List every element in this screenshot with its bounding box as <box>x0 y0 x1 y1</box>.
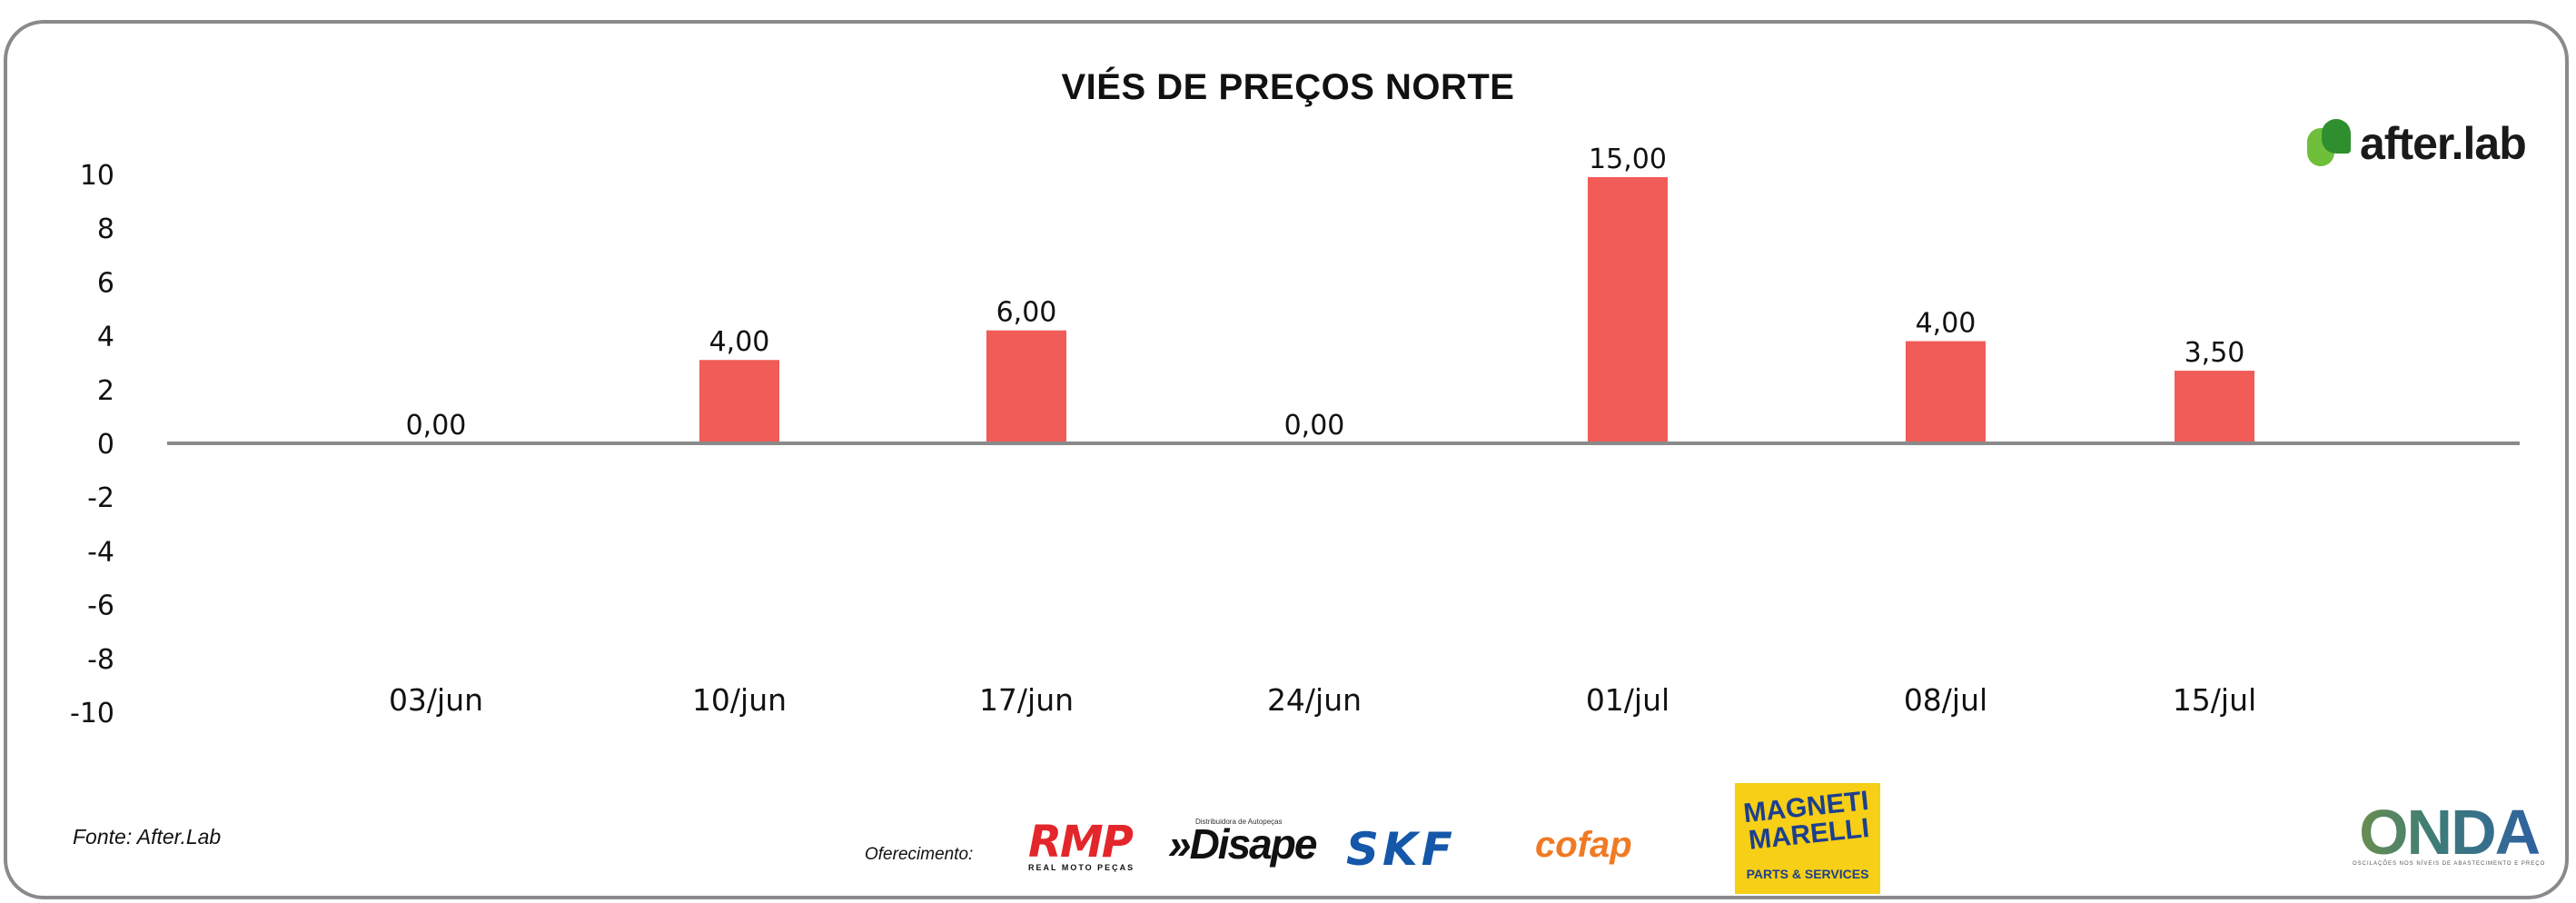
x-category-label: 15/jul <box>2173 682 2256 718</box>
y-tick-label: -4 <box>87 536 114 568</box>
y-tick-label: -2 <box>87 482 114 514</box>
x-category-label: 24/jun <box>1267 682 1362 718</box>
y-tick-label: -6 <box>87 590 114 622</box>
x-category-label: 01/jul <box>1586 682 1669 718</box>
y-tick-label: 0 <box>97 429 114 461</box>
bar-data-label: 0,00 <box>406 410 467 442</box>
magneti-marelli-logo: MAGNETI MARELLI PARTS & SERVICES <box>1735 783 1880 894</box>
bar-data-label: 15,00 <box>1589 144 1667 175</box>
cofap-logo: cofap <box>1535 825 1632 865</box>
chart-title: VIÉS DE PREÇOS NORTE <box>1061 67 1515 107</box>
chart-frame <box>4 20 2569 899</box>
bar <box>1588 176 1668 443</box>
rmp-logo: RMP REAL MOTO PEÇAS <box>1028 817 1135 872</box>
afterlab-logo: after.lab <box>2307 116 2527 171</box>
data-labels: 0,00 4,00 6,00 0,00 15,00 4,00 3,50 <box>406 144 2245 442</box>
y-tick-label: 4 <box>97 322 114 353</box>
bar <box>1906 341 1986 443</box>
afterlab-mark-icon <box>2307 119 2351 168</box>
y-tick-label: 6 <box>97 267 114 299</box>
onda-logo: ONDA OSCILAÇÕES NOS NÍVEIS DE ABASTECIME… <box>2353 797 2546 868</box>
disape-logo: Distribuidora de Autopeças »Disape <box>1168 818 1317 868</box>
x-category-label: 17/jun <box>979 682 1074 718</box>
afterlab-wordmark: after.lab <box>2360 118 2527 169</box>
bar-data-label: 4,00 <box>709 326 770 358</box>
x-category-label: 08/jul <box>1904 682 1987 718</box>
bar-data-label: 0,00 <box>1284 410 1345 442</box>
y-tick-label: 10 <box>80 160 114 192</box>
y-tick-label: -10 <box>70 698 114 729</box>
skf-logo: SKF <box>1346 823 1456 876</box>
y-tick-label: -8 <box>87 644 114 676</box>
bars <box>699 176 2254 443</box>
y-tick-label: 8 <box>97 213 114 245</box>
x-category-label: 10/jun <box>692 682 787 718</box>
y-tick-label: 2 <box>97 375 114 407</box>
sponsor-label: Oferecimento: <box>865 845 974 864</box>
bar <box>699 360 779 443</box>
bar-data-label: 4,00 <box>1916 308 1977 340</box>
y-axis-ticks: 10 8 6 4 2 0 -2 -4 -6 -8 -10 <box>70 160 114 729</box>
bar-data-label: 3,50 <box>2185 337 2245 369</box>
bar-data-label: 6,00 <box>996 297 1057 329</box>
x-category-label: 03/jun <box>389 682 483 718</box>
bar <box>986 330 1066 443</box>
x-axis-categories: 03/jun 10/jun 17/jun 24/jun 01/jul 08/jul 15/j… <box>389 682 2256 718</box>
source-note: Fonte: After.Lab <box>73 825 222 848</box>
bar <box>2175 371 2254 443</box>
